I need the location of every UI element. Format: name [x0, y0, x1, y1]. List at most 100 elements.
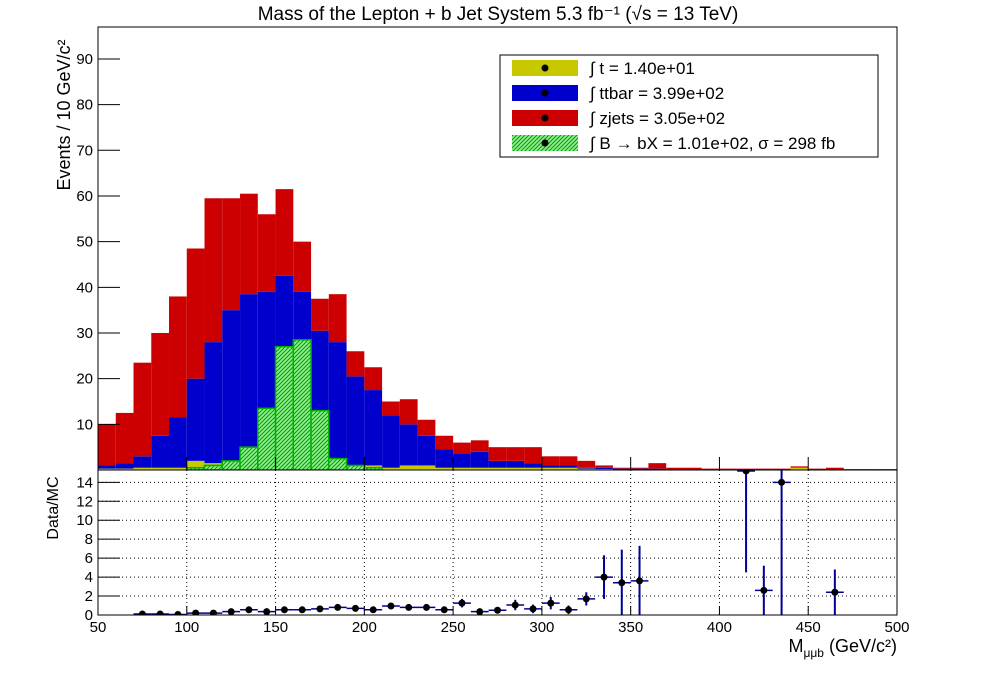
bar-segment — [790, 466, 809, 468]
data-point — [760, 586, 768, 594]
data-point — [351, 604, 359, 612]
bar-segment — [488, 467, 507, 470]
ratio-y-tick-label: 12 — [76, 493, 93, 510]
data-point — [316, 605, 324, 613]
bar-segment — [648, 463, 667, 469]
legend-label: ∫ ttbar = 3.99e+02 — [589, 84, 724, 103]
bar-segment — [488, 447, 507, 461]
bar-segment — [524, 463, 542, 468]
bar-segment — [399, 399, 418, 425]
bar-segment — [577, 467, 596, 469]
bar-segment — [328, 342, 347, 466]
data-point — [636, 577, 644, 585]
signal-bar — [274, 345, 295, 470]
bar-segment — [559, 467, 578, 470]
data-point — [263, 608, 271, 615]
bar-segment — [222, 198, 241, 311]
bar-segment — [275, 189, 294, 276]
bar-segment — [754, 468, 773, 470]
bar-segment — [453, 442, 471, 455]
bar-segment — [169, 467, 187, 470]
bar-segment — [382, 415, 400, 468]
legend-label: ∫ t = 1.40e+01 — [589, 59, 695, 78]
bar-segment — [772, 468, 791, 470]
signal-bar — [292, 339, 312, 470]
bar-segment — [435, 467, 454, 470]
x-label-main: M — [788, 636, 803, 656]
legend: ∫ t = 1.40e+01 ∫ ttbar = 3.99e+02 ∫ zjets … — [499, 54, 879, 158]
y-tick-label: 80 — [76, 97, 93, 114]
bar-segment — [453, 454, 471, 468]
bar-segment — [115, 412, 134, 464]
bar-segment — [364, 367, 383, 391]
bar-segment — [435, 449, 454, 468]
bar-segment — [825, 467, 844, 470]
bar-segment — [311, 298, 329, 331]
bar-segment — [151, 467, 170, 470]
bar-segment — [559, 456, 578, 466]
bar-segment — [577, 468, 596, 470]
ratio-y-tick-label: 2 — [85, 588, 93, 605]
data-point — [565, 606, 573, 614]
data-point — [476, 608, 484, 615]
data-point — [511, 601, 519, 609]
data-point — [280, 606, 288, 614]
data-point — [778, 478, 786, 486]
bar-segment — [133, 362, 152, 457]
bar-segment — [435, 435, 454, 450]
bar-segment — [204, 198, 223, 343]
x-tick-label: 150 — [263, 619, 288, 636]
bar-segment — [541, 465, 560, 468]
data-point — [209, 609, 217, 615]
bar-segment — [506, 467, 525, 470]
bar-segment — [683, 467, 702, 470]
x-tick-label: 350 — [618, 619, 643, 636]
bar-segment — [506, 460, 525, 468]
bar-segment — [222, 310, 241, 466]
bar-segment — [399, 465, 418, 470]
y-tick-label: 10 — [76, 416, 93, 433]
y-tick-label: 30 — [76, 325, 93, 342]
signal-bar — [328, 457, 348, 470]
data-point — [494, 606, 501, 614]
bar-segment — [630, 468, 649, 470]
data-point — [582, 595, 590, 603]
y-tick-label: 50 — [76, 234, 93, 251]
x-tick-label: 200 — [352, 619, 377, 636]
bar-segment — [595, 465, 613, 468]
bar-segment — [417, 419, 436, 436]
data-point — [405, 603, 413, 611]
x-label-unit: (GeV/c²) — [829, 636, 897, 656]
bar-segment — [595, 467, 613, 470]
data-point — [529, 605, 537, 613]
bar-segment — [169, 296, 187, 418]
ratio-y-tick-label: 8 — [85, 531, 93, 548]
bar-segment — [346, 351, 365, 377]
bar-segment — [506, 447, 525, 461]
legend-marker — [541, 139, 549, 147]
y-tick-label: 20 — [76, 371, 93, 388]
y-tick-label: 70 — [76, 142, 93, 159]
bar-segment — [399, 424, 418, 466]
bar-segment — [488, 460, 507, 468]
data-point — [422, 603, 430, 611]
y-tick-label: 90 — [76, 51, 93, 68]
bar-segment — [666, 467, 684, 470]
bar-segment — [204, 342, 223, 464]
bar-segment — [186, 378, 205, 461]
bar-segment — [524, 467, 542, 470]
data-point — [831, 588, 839, 596]
legend-marker — [541, 114, 549, 122]
data-point — [227, 608, 235, 615]
bar-segment — [133, 456, 152, 468]
signal-bar — [257, 407, 277, 470]
x-tick-label: 50 — [90, 619, 107, 636]
bar-segment — [115, 463, 134, 469]
data-point — [298, 606, 306, 614]
ratio-y-tick-label: 6 — [85, 550, 93, 567]
bar-segment — [719, 468, 738, 470]
signal-bar — [239, 446, 259, 470]
data-point — [334, 603, 342, 611]
data-point — [458, 599, 466, 607]
